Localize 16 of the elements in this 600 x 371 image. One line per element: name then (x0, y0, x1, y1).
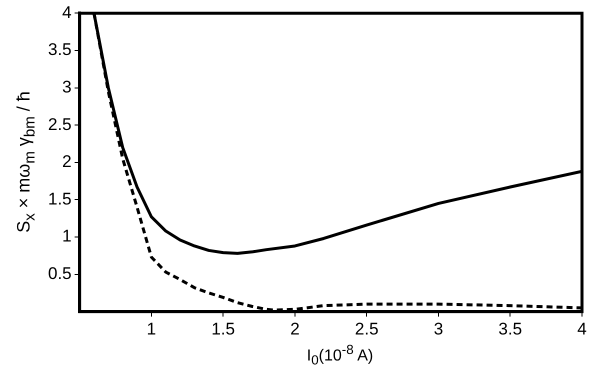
y-tick-label: 2.5 (48, 114, 72, 134)
x-tick-label: 2 (290, 319, 300, 338)
x-tick-label: 1 (146, 319, 156, 338)
x-axis-title: I$_{0}$(10$^{-8}$ A) (306, 342, 374, 368)
y-tick-label: 3.5 (48, 40, 72, 60)
x-tick-label: 4 (577, 319, 587, 338)
x-tick-label: 3 (434, 319, 444, 338)
y-tick-label: 0.5 (48, 264, 72, 283)
x-tick-label: 3.5 (498, 319, 522, 338)
y-tick-label: 2 (62, 152, 72, 172)
y-tick-label: 1 (62, 226, 72, 246)
x-tick-label: 2.5 (354, 319, 379, 338)
y-tick-label: 4 (62, 2, 72, 22)
y-tick-label: 3 (62, 77, 72, 96)
x-tick-label: 1.5 (211, 319, 235, 338)
y-tick-label: 1.5 (48, 189, 72, 208)
